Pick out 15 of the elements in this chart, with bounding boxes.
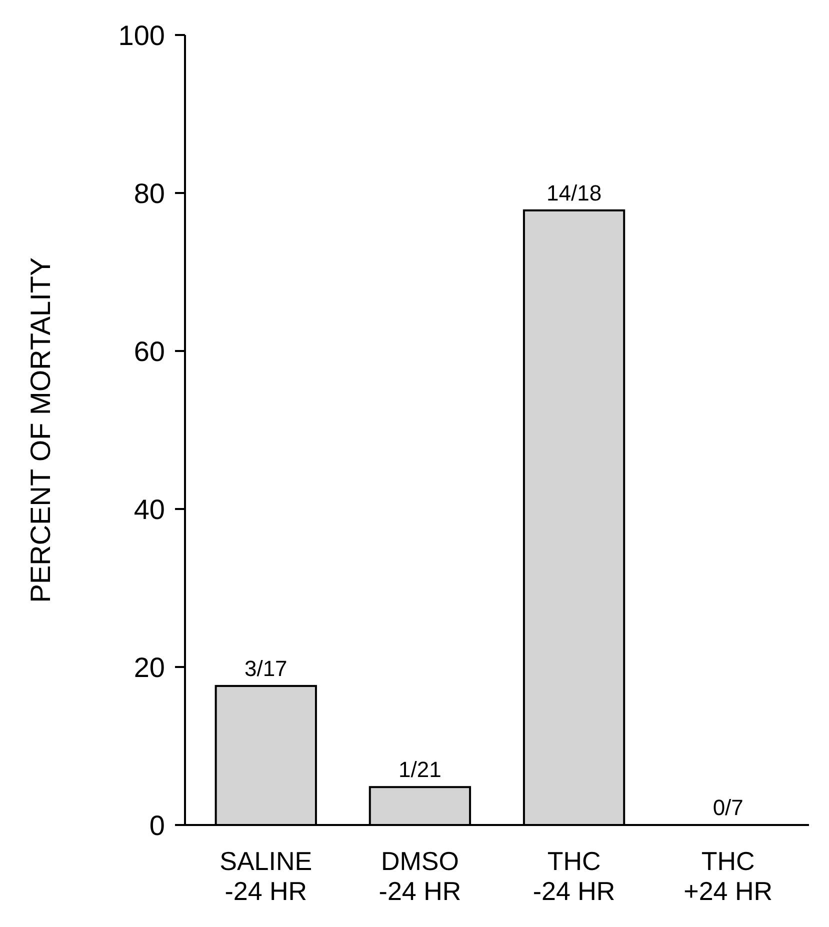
x-tick-label: THC -24 HR	[532, 846, 616, 906]
y-tick-label: 20	[134, 652, 165, 683]
data-label: 14/18	[546, 180, 602, 206]
y-tick-label: 100	[118, 20, 165, 51]
x-tick-label: SALINE -24 HR	[220, 846, 312, 906]
y-axis-title: PERCENT OF MORTALITY	[25, 256, 56, 603]
data-label: 3/17	[244, 656, 288, 681]
y-tick-label: 80	[134, 178, 165, 209]
y-tick-label: 40	[134, 494, 165, 525]
y-tick-label: 0	[149, 810, 165, 841]
data-label: 1/21	[398, 757, 442, 782]
data-label: 0/7	[712, 795, 744, 820]
y-tick-label: 60	[134, 336, 165, 367]
x-tick-label: THC +24 HR	[684, 846, 773, 906]
x-tick-label: DMSO -24 HR	[378, 846, 462, 906]
